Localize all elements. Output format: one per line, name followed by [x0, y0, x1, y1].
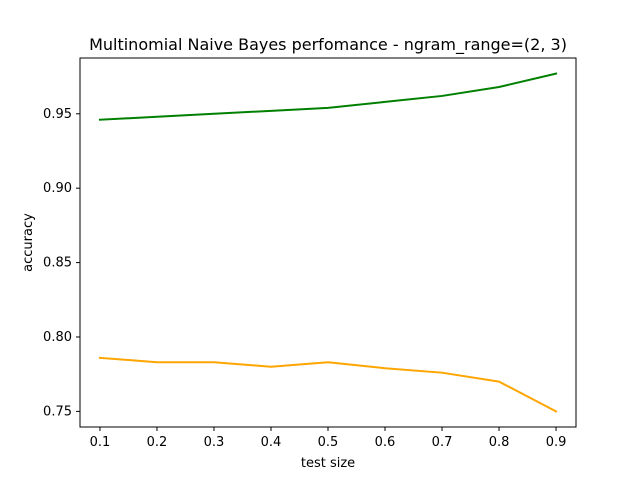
y-tick-label: 0.80 — [43, 330, 72, 345]
chart-title: Multinomial Naive Bayes perfomance - ngr… — [89, 35, 567, 55]
x-axis-label: test size — [301, 456, 355, 471]
y-tick-label: 0.85 — [43, 256, 72, 271]
y-tick-label: 0.75 — [43, 404, 72, 419]
x-tick-label: 0.2 — [147, 435, 168, 450]
x-tick-label: 0.3 — [204, 435, 225, 450]
x-tick-label: 0.7 — [432, 435, 453, 450]
x-tick-label: 0.4 — [261, 435, 282, 450]
x-tick-label: 0.9 — [546, 435, 567, 450]
x-tick-label: 0.1 — [90, 435, 111, 450]
x-tick-label: 0.6 — [375, 435, 396, 450]
y-tick-label: 0.95 — [43, 107, 72, 122]
x-tick-label: 0.8 — [489, 435, 510, 450]
x-tick-label: 0.5 — [318, 435, 339, 450]
y-axis-label: accuracy — [21, 213, 36, 272]
y-tick-label: 0.90 — [43, 181, 72, 196]
